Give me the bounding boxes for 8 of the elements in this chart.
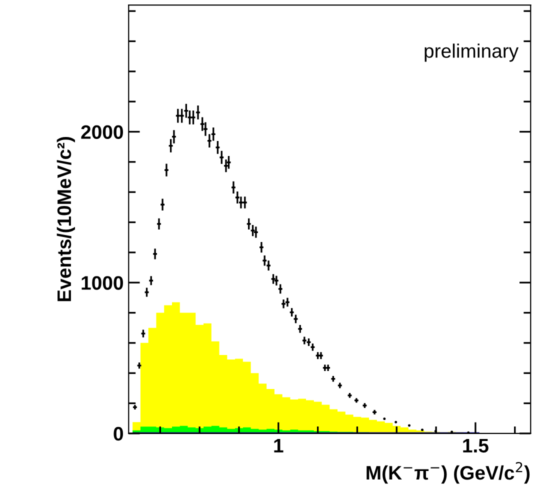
x-tick-label: 1 <box>274 439 284 452</box>
y-tick-label: 1000 <box>82 276 123 290</box>
annotation: preliminary <box>424 44 519 62</box>
y-tick-label: 2000 <box>81 125 123 139</box>
x-axis-title: M(K$^{−}$π$^{−}$) (GeV/c$^{2}$) <box>366 462 530 484</box>
x-tick-label: 1.5 <box>463 439 488 453</box>
y-axis-title: Events/(10MeV/c²) <box>56 136 75 302</box>
y-tick-label: 0 <box>114 426 123 441</box>
